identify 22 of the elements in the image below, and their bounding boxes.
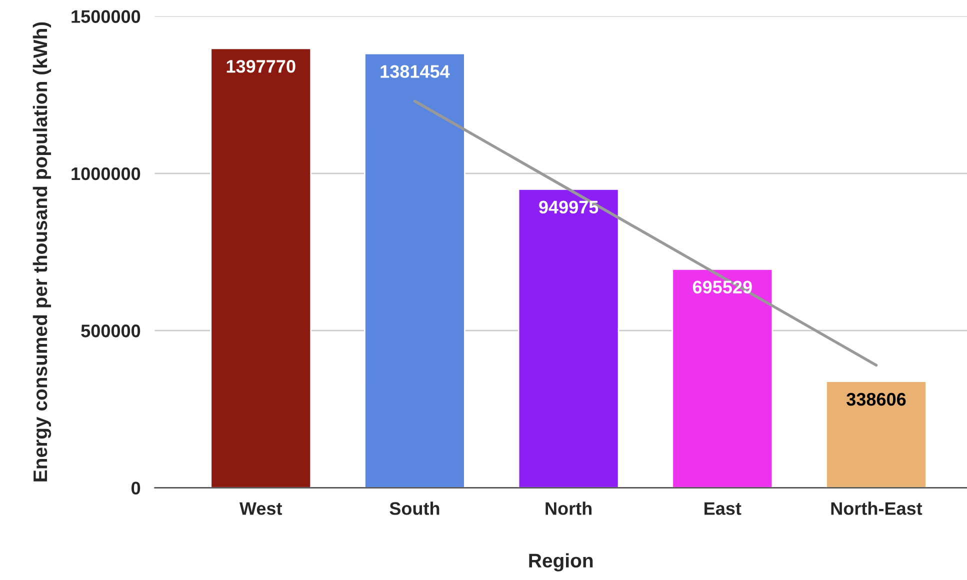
x-tick-label: North-East: [831, 502, 922, 515]
y-axis-title: Energy consumed per thousand population (kWh): [32, 22, 52, 482]
data-label: 1381454: [380, 65, 450, 78]
y-tick-label: 500000: [81, 324, 140, 338]
y-tick-label: 1000000: [72, 167, 140, 180]
x-tick-label: North: [546, 502, 592, 515]
bar: [364, 52, 466, 488]
x-axis-title: Region: [529, 553, 593, 572]
y-tick-label: 1500000: [72, 10, 140, 23]
line-series: [413, 100, 878, 367]
bar: [518, 188, 620, 488]
bar: [210, 48, 312, 488]
data-label: 1397770: [226, 60, 296, 73]
x-tick-label: East: [704, 502, 742, 515]
y-tick-label: 0: [132, 482, 140, 494]
data-label: 949975: [539, 200, 598, 214]
bar: [672, 268, 774, 488]
bar: [826, 380, 927, 488]
x-tick-label: South: [390, 502, 440, 515]
data-label: 338606: [846, 392, 906, 406]
x-tick-label: West: [239, 502, 282, 515]
data-label: 695529: [692, 280, 752, 294]
